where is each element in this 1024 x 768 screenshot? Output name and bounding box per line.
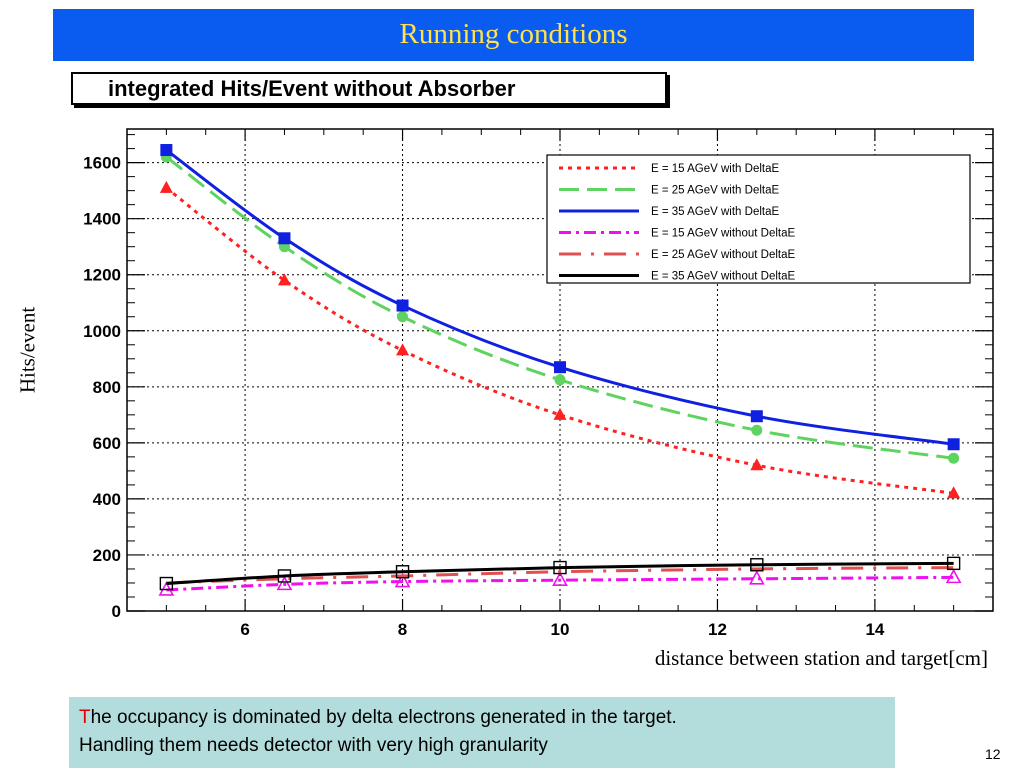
legend-label: E = 25 AGeV with DeltaE (651, 185, 779, 197)
axis-ticks: 6 8 10 12 14 0 200 400 600 800 1000 1200 1400 1600 (83, 129, 993, 639)
data-point (397, 311, 409, 323)
data-point (748, 570, 765, 585)
data-point (751, 424, 763, 436)
y-tick-label: 400 (93, 490, 121, 509)
data-point (750, 410, 763, 423)
data-point (945, 568, 962, 584)
data-point (947, 486, 961, 499)
data-point (947, 438, 960, 451)
page-number: 12 (985, 746, 1001, 762)
series-line (165, 155, 954, 460)
note-line-1-text: he occupancy is dominated by delta elect… (90, 707, 677, 728)
data-point (160, 144, 173, 157)
series-line (165, 186, 954, 495)
data-point (396, 299, 409, 312)
legend-entry: E = 15 AGeV with DeltaE (559, 163, 779, 175)
data-point (553, 560, 567, 575)
data-point (394, 572, 411, 588)
plot-title: integrated Hits/Event without Absorber (108, 76, 516, 101)
note-first-letter: T (79, 707, 91, 728)
slide-title-bar: Running conditions (53, 9, 974, 61)
slide-title: Running conditions (399, 18, 628, 50)
series-6 (159, 556, 961, 591)
legend-label: E = 35 AGeV without DeltaE (651, 271, 795, 283)
data-point (396, 343, 410, 356)
legend-entry: E = 25 AGeV without DeltaE (559, 249, 795, 261)
y-axis-label: Hits/event (15, 306, 40, 394)
data-point (159, 576, 174, 591)
y-tick-label: 1600 (83, 154, 121, 173)
data-point (276, 575, 293, 591)
series-line (165, 148, 954, 446)
series-line (166, 561, 954, 586)
data-point (553, 407, 567, 420)
data-point (750, 558, 764, 572)
legend-label: E = 15 AGeV without DeltaE (651, 228, 795, 240)
y-tick-label: 0 (112, 602, 121, 621)
note-box: The occupancy is dominated by delta elec… (69, 697, 895, 768)
plot-title-box: integrated Hits/Event without Absorber (71, 72, 667, 105)
y-tick-label: 200 (93, 546, 121, 565)
legend-entry: E = 35 AGeV with DeltaE (559, 206, 779, 218)
legend-entry: E = 35 AGeV without DeltaE (559, 271, 795, 283)
y-tick-label: 600 (93, 434, 121, 453)
data-point (552, 571, 568, 586)
legend-entry: E = 25 AGeV with DeltaE (559, 185, 779, 197)
data-point (946, 556, 961, 571)
data-point (750, 458, 764, 471)
y-tick-label: 1200 (83, 266, 121, 285)
x-tick-label: 8 (398, 620, 407, 639)
data-point (159, 180, 173, 193)
series-1 (159, 180, 961, 499)
legend: E = 15 AGeV with DeltaE E = 25 AGeV with … (546, 154, 971, 284)
data-point (278, 232, 291, 245)
x-tick-label: 6 (240, 620, 249, 639)
data-point (277, 273, 291, 286)
data-point (554, 374, 566, 386)
note-line-1: The occupancy is dominated by delta elec… (79, 707, 677, 729)
series-5 (166, 566, 954, 585)
note-line-2: Handling them needs detector with very h… (79, 735, 548, 756)
series-layer (158, 144, 962, 596)
data-point (554, 361, 566, 374)
legend-entry: E = 15 AGeV without DeltaE (559, 228, 795, 240)
data-point (948, 452, 960, 464)
data-point (395, 565, 410, 579)
legend-label: E = 15 AGeV with DeltaE (651, 163, 779, 175)
legend-label: E = 35 AGeV with DeltaE (651, 206, 779, 218)
y-tick-label: 1000 (83, 322, 121, 341)
x-tick-label: 12 (708, 620, 727, 639)
series-3 (160, 144, 960, 451)
data-point (277, 569, 292, 583)
x-tick-label: 10 (551, 620, 570, 639)
y-tick-label: 1400 (83, 210, 121, 229)
series-line (166, 566, 954, 585)
x-tick-label: 14 (865, 620, 884, 639)
chart: 6 8 10 12 14 0 200 400 600 800 1000 1200 1400 1600 E … (83, 128, 994, 639)
legend-label: E = 25 AGeV without DeltaE (651, 249, 795, 261)
y-tick-label: 800 (93, 378, 121, 397)
legend-box (546, 154, 971, 284)
series-line (166, 575, 954, 592)
x-axis-label: distance between station and target[cm] (654, 646, 988, 670)
